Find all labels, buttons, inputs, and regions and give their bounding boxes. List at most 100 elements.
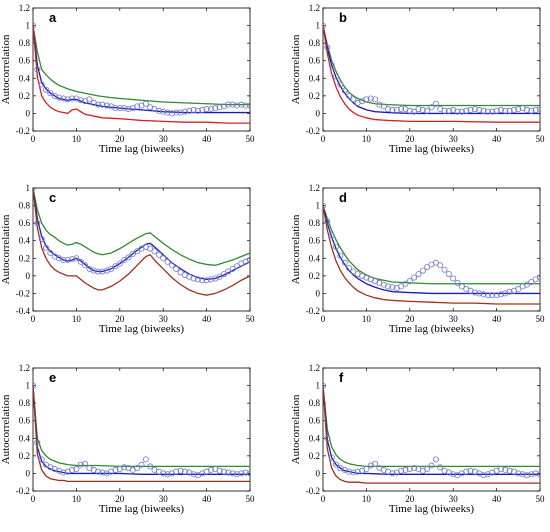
data-point [229, 470, 236, 477]
data-point [437, 464, 444, 471]
y-axis-label: Autocorrelation [0, 214, 12, 284]
panel-label: d [339, 190, 347, 205]
data-point [406, 107, 413, 114]
y-tick-label: 0.2 [19, 451, 30, 461]
data-point [95, 468, 102, 475]
data-point [38, 235, 45, 242]
y-tick-label: 0 [316, 288, 321, 298]
data-point [194, 276, 201, 283]
data-point [354, 468, 361, 475]
y-axis-label: Autocorrelation [0, 394, 12, 464]
y-tick-label: 0 [26, 271, 31, 281]
data-point [333, 243, 340, 250]
data-point [99, 469, 106, 476]
data-point [60, 469, 67, 476]
data-point [229, 101, 236, 108]
data-point [450, 471, 457, 478]
y-tick-label: 1 [26, 183, 31, 193]
data-point [173, 109, 180, 116]
data-point [402, 280, 409, 287]
data-point [476, 290, 483, 297]
data-point [203, 106, 210, 113]
data-point [69, 95, 76, 102]
y-tick-label: 1.2 [309, 3, 320, 13]
data-point [112, 105, 119, 112]
x-tick-label: 0 [321, 314, 326, 324]
data-point [73, 466, 80, 473]
data-point [510, 106, 517, 113]
data-point [247, 257, 250, 264]
x-tick-label: 40 [202, 314, 212, 324]
data-point [77, 258, 84, 265]
data-point [419, 106, 426, 113]
data-point [43, 244, 50, 251]
data-point [134, 465, 141, 472]
data-point [467, 467, 474, 474]
y-tick-label: 0.6 [19, 56, 31, 66]
data-point [454, 108, 461, 115]
data-point [398, 283, 405, 290]
x-axis-label: Time lag (biweeks) [389, 323, 474, 335]
x-tick-label: 40 [492, 314, 502, 324]
plot-area [323, 22, 540, 123]
y-tick-label: 0 [26, 108, 31, 118]
plot-area [33, 382, 250, 482]
series-line-3 [323, 25, 540, 123]
data-point [428, 462, 435, 469]
data-point [523, 472, 530, 479]
data-point [116, 105, 123, 112]
data-point [134, 103, 141, 110]
data-point [216, 467, 223, 474]
y-tick-label: 0.6 [309, 236, 321, 246]
data-point [168, 262, 175, 269]
series-line-2 [323, 25, 540, 115]
data-point [385, 283, 392, 290]
data-point [528, 279, 535, 286]
y-tick-label: 0.8 [309, 38, 321, 48]
data-point [73, 255, 80, 262]
data-point [225, 268, 232, 275]
data-point [324, 435, 331, 442]
data-point [238, 101, 245, 108]
data-point [229, 265, 236, 272]
data-point [82, 460, 89, 467]
data-point [341, 87, 348, 94]
data-point [190, 471, 197, 478]
data-point [406, 278, 413, 285]
data-point [64, 257, 71, 264]
data-point [389, 106, 396, 113]
data-point [220, 271, 227, 278]
x-tick-label: 50 [246, 494, 256, 504]
y-tick-label: 0 [26, 468, 31, 478]
data-point [33, 22, 36, 29]
data-point [346, 264, 353, 271]
data-point [99, 268, 106, 275]
data-point [99, 101, 106, 108]
data-point [56, 94, 63, 101]
y-tick-label: 0.2 [19, 253, 30, 263]
y-tick-label: 1 [316, 21, 321, 31]
data-point [497, 291, 504, 298]
x-tick-label: 0 [31, 134, 36, 144]
x-tick-label: 50 [246, 314, 256, 324]
data-point [337, 81, 344, 88]
data-point [247, 470, 250, 477]
data-point [116, 260, 123, 267]
data-point [493, 107, 500, 114]
data-point [77, 97, 84, 104]
axes-frame [32, 187, 251, 312]
data-point [393, 106, 400, 113]
data-point [372, 460, 379, 467]
data-point [233, 102, 240, 109]
data-point [69, 466, 76, 473]
data-point [60, 257, 67, 264]
data-point [207, 106, 214, 113]
data-point [225, 469, 232, 476]
data-point [121, 105, 128, 112]
data-point [519, 471, 526, 478]
y-tick-label: -0.2 [16, 486, 30, 496]
data-point [502, 107, 509, 114]
x-axis-label: Time lag (biweeks) [99, 503, 184, 515]
data-point [463, 468, 470, 475]
